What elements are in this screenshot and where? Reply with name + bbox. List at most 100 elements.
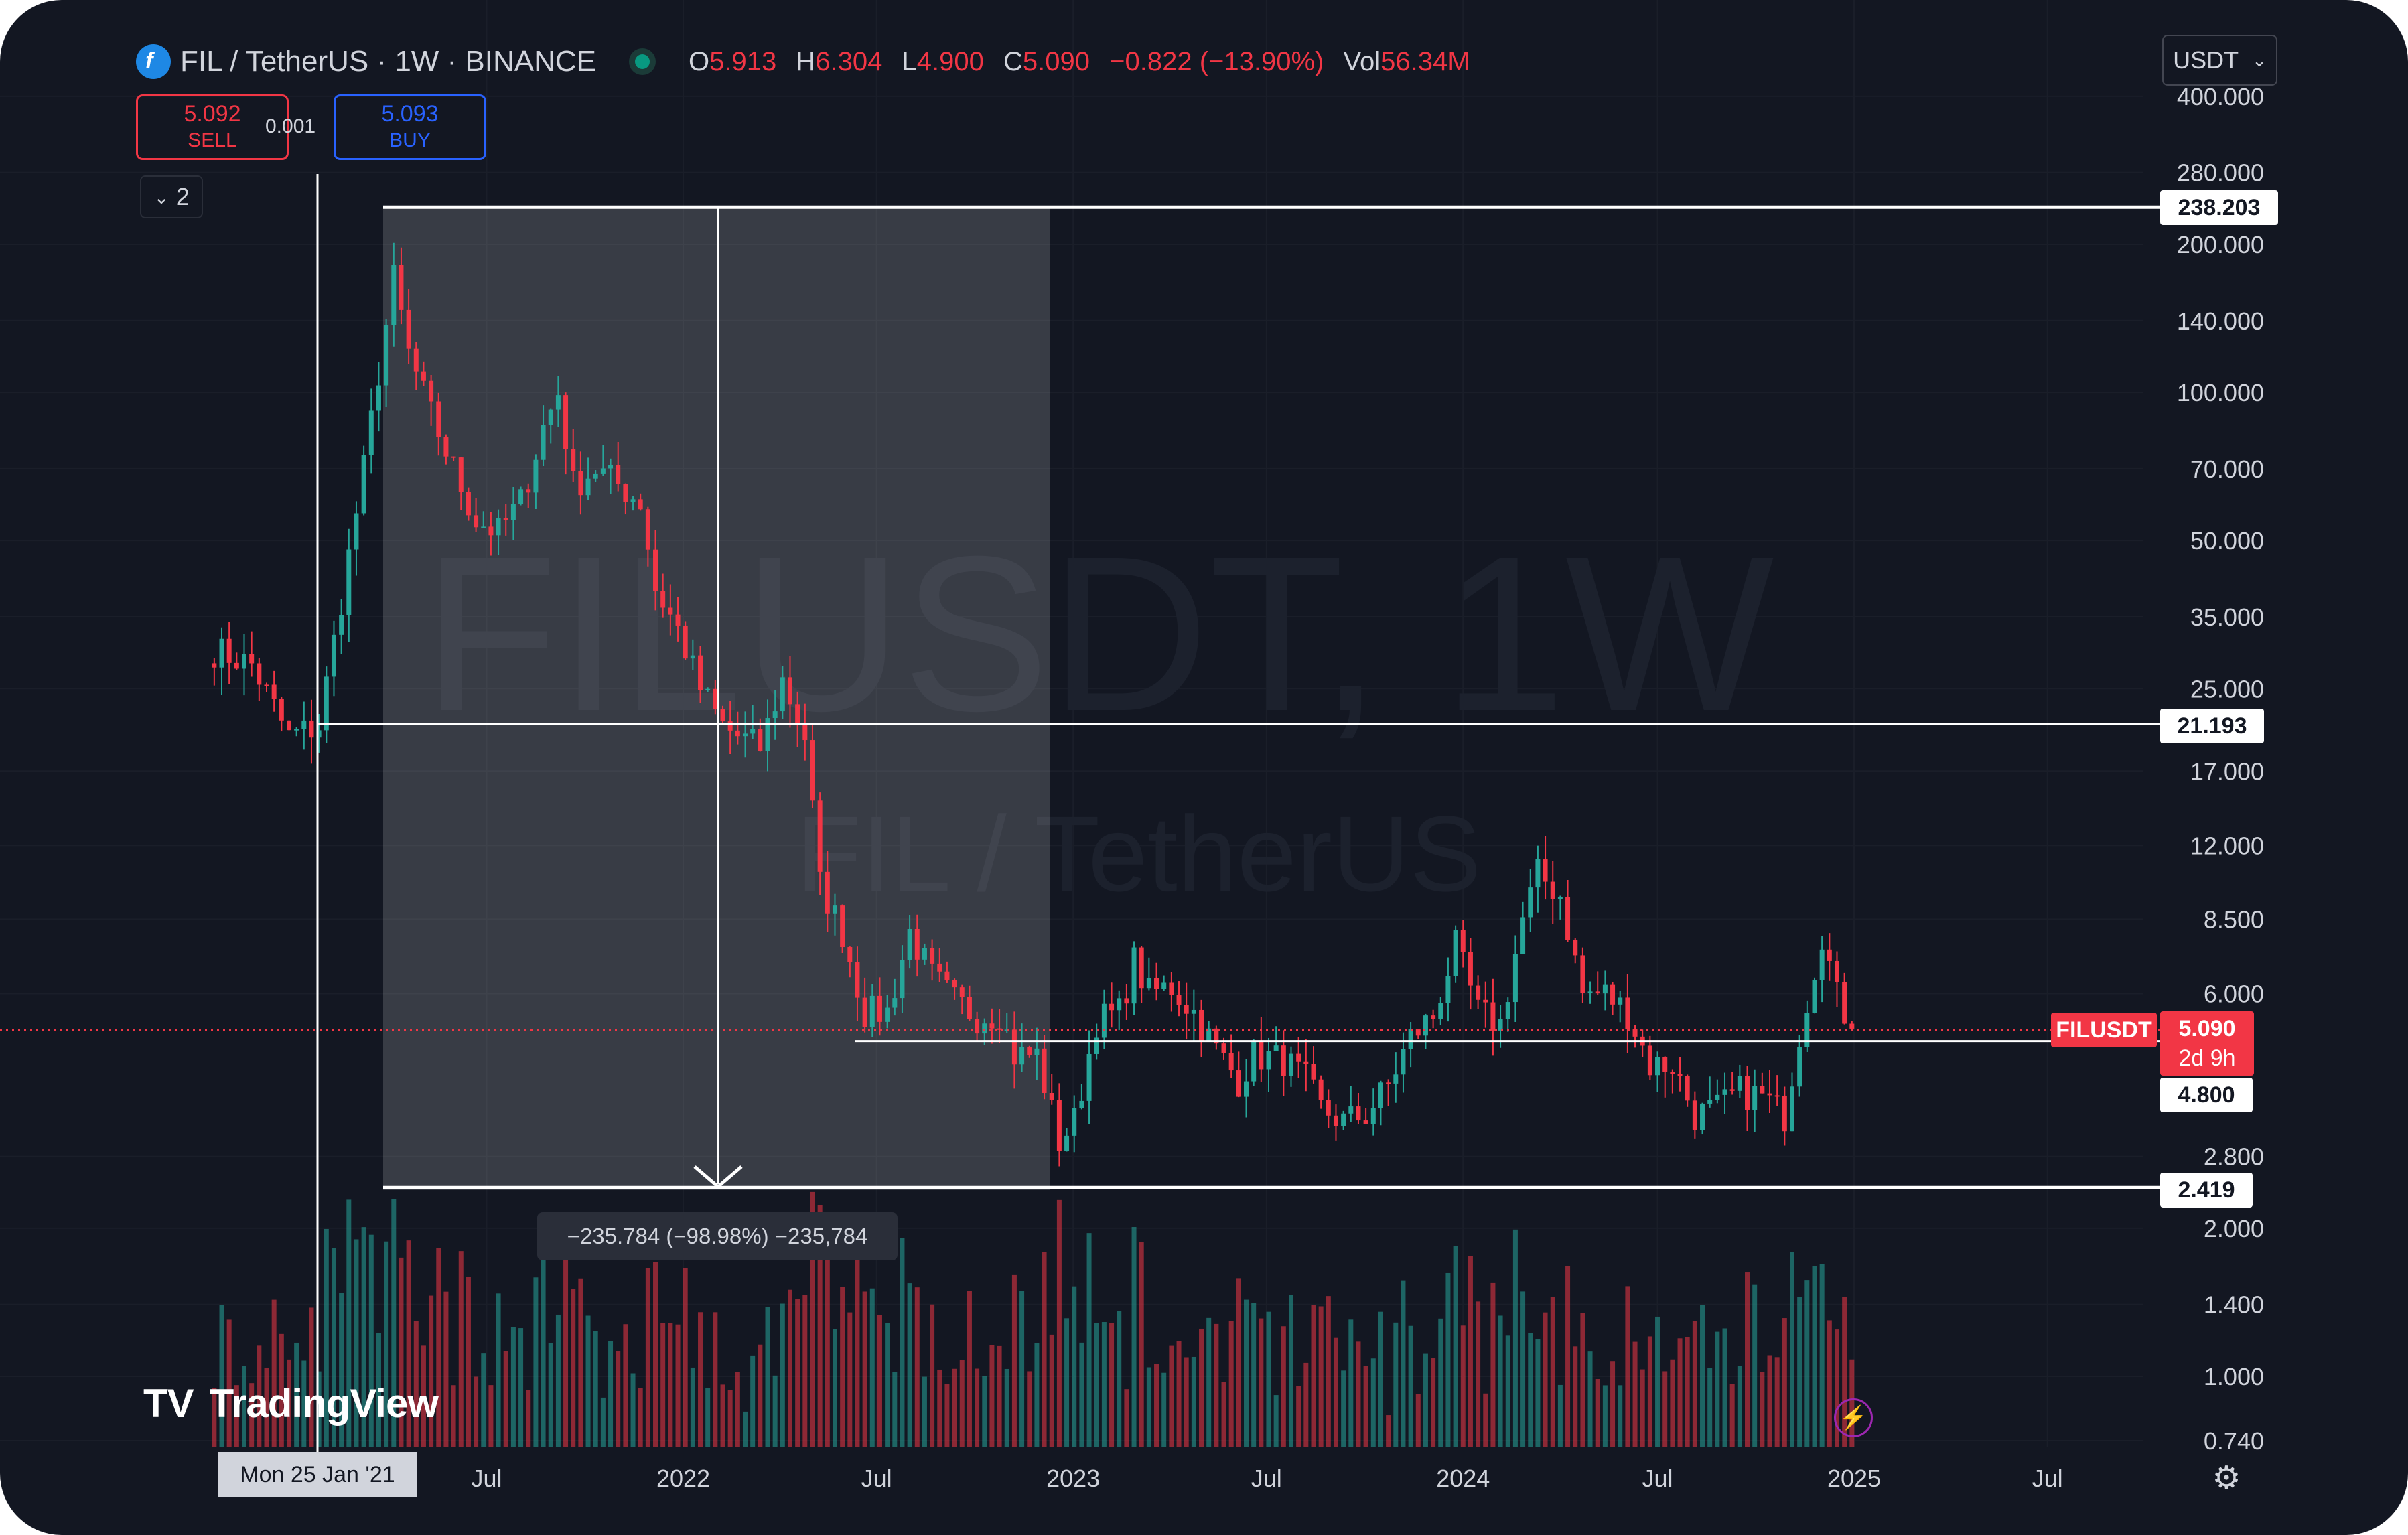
candle-body [421, 371, 426, 381]
volume-bar [1131, 1226, 1137, 1447]
volume-bar [1752, 1284, 1758, 1447]
volume-bar [391, 1199, 397, 1447]
volume-bar [1557, 1384, 1563, 1447]
volume-bar [1124, 1389, 1129, 1447]
volume-bar [1692, 1321, 1697, 1447]
symbol-title[interactable]: FIL / TetherUS · 1W · BINANCE [180, 45, 597, 78]
candle-body [840, 905, 845, 948]
volume-bar [713, 1312, 718, 1447]
candle-body [1117, 998, 1122, 1011]
candle-body [885, 1007, 890, 1022]
volume-bar [952, 1368, 957, 1447]
candle-body [309, 720, 314, 738]
level-mid-label[interactable]: 21.193 [2160, 709, 2264, 743]
y-tick-label: 50.000 [2190, 527, 2264, 555]
candle-body [496, 518, 501, 536]
candle-body [802, 723, 808, 741]
candle-body [907, 929, 912, 960]
candle-body [1393, 1074, 1399, 1084]
time-axis[interactable]: Jul 2022 Jul 2023 Jul 2024 Jul 2025 Jul [472, 1465, 2063, 1492]
alert-lightning-icon[interactable]: ⚡ [1834, 1398, 1873, 1437]
volume-bar [735, 1372, 740, 1447]
candle-body [458, 457, 464, 492]
currency-select[interactable]: USDT ⌄ [2162, 35, 2277, 86]
volume-bar [518, 1328, 524, 1447]
candle-body [1124, 998, 1129, 1004]
level-low-label[interactable]: 2.419 [2160, 1173, 2253, 1208]
x-tick-label: Jul [1251, 1465, 1282, 1492]
price-axis[interactable]: 400.000 280.000 200.000 140.000 100.000 70.00… [2177, 83, 2264, 1455]
candle-body [630, 499, 636, 502]
candles [212, 242, 1855, 1167]
candle-body [541, 425, 546, 460]
y-tick-label: 6.000 [2204, 980, 2264, 1007]
volume-bar [1640, 1369, 1645, 1447]
volume-bar [1348, 1319, 1354, 1447]
symbol-header[interactable]: f FIL / TetherUS · 1W · BINANCE O5.913 H… [136, 42, 1482, 82]
volume-bar [286, 1359, 291, 1447]
candle-body [1236, 1070, 1241, 1097]
volume-bar [855, 1249, 860, 1447]
y-tick-label: 70.000 [2190, 455, 2264, 483]
volume-bar [922, 1376, 927, 1447]
x-tick-label: Jul [2032, 1465, 2063, 1492]
volume-bar [1610, 1361, 1616, 1447]
candle-body [1468, 952, 1473, 986]
horizontal-levels[interactable] [317, 205, 2160, 1189]
candle-body [1109, 1003, 1115, 1011]
settings-gear-icon[interactable]: ⚙ [2212, 1461, 2241, 1496]
volume-bar [1587, 1351, 1593, 1447]
candle-body [361, 455, 366, 514]
candle-body [436, 401, 441, 438]
volume-bar [1490, 1282, 1496, 1447]
candle-body [578, 471, 583, 496]
y-tick-label: 2.800 [2204, 1143, 2264, 1171]
candle-body [548, 409, 553, 425]
buy-button[interactable]: 5.093 BUY [334, 94, 486, 160]
volume-bar [653, 1262, 658, 1447]
volume-bar [750, 1355, 756, 1447]
y-tick-label: 25.000 [2190, 675, 2264, 703]
candle-body [1737, 1076, 1742, 1091]
y-tick-label: 400.000 [2177, 83, 2264, 111]
candle-body [1745, 1076, 1750, 1110]
level-high-label[interactable]: 238.203 [2160, 190, 2278, 225]
volume-bar [226, 1319, 232, 1447]
sell-button[interactable]: 5.092 SELL [136, 94, 289, 160]
candle-body [219, 638, 224, 668]
volume-bar [645, 1268, 650, 1447]
volume-bar [1498, 1315, 1503, 1447]
volume-bar [421, 1345, 426, 1447]
volume-bar [1819, 1264, 1825, 1447]
volume-bar [937, 1369, 942, 1447]
volume-bar [840, 1287, 845, 1447]
volume-bar [1647, 1336, 1652, 1447]
candle-body [690, 655, 695, 659]
candle-body [1662, 1057, 1668, 1072]
volume-bar [1273, 1395, 1279, 1447]
tradingview-logo[interactable]: TV TradingView [143, 1380, 439, 1426]
candle-body [1602, 984, 1608, 994]
candle-body [1565, 897, 1571, 940]
volume-bar [1311, 1305, 1316, 1447]
indicators-toggle[interactable]: ⌄ 2 [140, 175, 203, 218]
candle-body [1647, 1045, 1652, 1076]
candle-body [1557, 897, 1563, 899]
volume-bar [1042, 1252, 1047, 1447]
candle-body [249, 654, 255, 664]
volume-bar [862, 1291, 867, 1447]
chevron-down-icon: ⌄ [2252, 50, 2267, 70]
candle-body [668, 607, 673, 615]
open-value: 5.913 [709, 46, 777, 76]
candle-body [1550, 881, 1555, 899]
volume-bar [810, 1191, 815, 1447]
candle-body [279, 699, 284, 721]
volume-bar [795, 1299, 800, 1447]
candle-body [301, 720, 307, 729]
volume-bar [1333, 1337, 1338, 1447]
candle-body [406, 309, 411, 349]
volume-bar [1228, 1321, 1234, 1447]
candle-body [242, 654, 246, 669]
level-support-label[interactable]: 4.800 [2160, 1078, 2253, 1112]
